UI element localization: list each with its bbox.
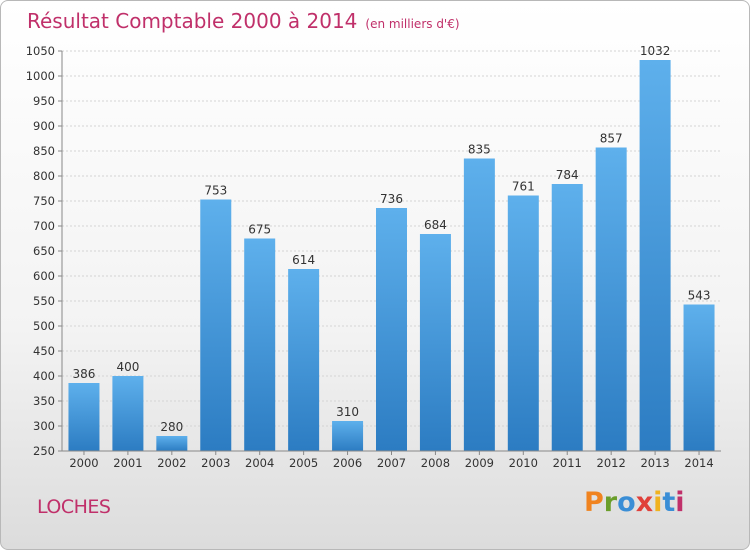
bar-2009	[463, 158, 495, 451]
x-tick-label: 2008	[421, 456, 450, 470]
bar-value-label: 835	[468, 143, 491, 157]
y-tick-label: 300	[33, 419, 55, 433]
x-tick-label: 2004	[245, 456, 274, 470]
x-tick-label: 2010	[509, 456, 538, 470]
x-tick-label: 2002	[157, 456, 186, 470]
y-tick-label: 250	[33, 444, 55, 458]
y-tick-label: 550	[33, 294, 55, 308]
bar-2008	[419, 234, 451, 451]
x-tick-label: 2001	[113, 456, 142, 470]
x-tick-label: 2011	[553, 456, 582, 470]
bar-value-label: 684	[424, 218, 447, 232]
bar-value-label: 614	[292, 253, 315, 267]
x-tick-label: 2014	[684, 456, 713, 470]
y-tick-label: 450	[33, 344, 55, 358]
y-tick-label: 850	[33, 144, 55, 158]
bars: 386 400 280 753 675 614 310 736 684 835 761 784 857 1…	[68, 44, 715, 451]
bar-2012	[595, 147, 627, 451]
bar-2007	[376, 208, 407, 451]
bar-2011	[551, 184, 583, 451]
city-name: LOCHES	[37, 496, 111, 518]
logo-letter: i	[675, 487, 685, 518]
bar-2010	[507, 195, 539, 451]
x-tick-label: 2012	[597, 456, 626, 470]
y-tick-label: 500	[33, 319, 55, 333]
x-tick-label: 2000	[69, 456, 98, 470]
logo-letter: x	[635, 487, 654, 518]
bar-value-label: 280	[160, 420, 183, 434]
y-tick-label: 350	[33, 394, 55, 408]
bar-value-label: 310	[336, 405, 359, 419]
y-tick-label: 650	[33, 244, 55, 258]
bar-value-label: 736	[380, 192, 403, 206]
bar-2001	[112, 376, 144, 451]
y-tick-label: 750	[33, 194, 55, 208]
x-tick-label: 2006	[333, 456, 362, 470]
logo-letter: i	[653, 487, 663, 518]
bar-2013	[639, 60, 671, 451]
chart-title: Résultat Comptable 2000 à 2014 (en millie…	[27, 9, 460, 33]
x-axis: 2000 2001 2002 2003 2004 2005 2006 2007 2008 2009…	[62, 450, 721, 470]
bar-value-label: 857	[600, 132, 623, 146]
x-tick-label: 2013	[640, 456, 669, 470]
logo-letter: r	[603, 487, 618, 518]
bar-2014	[683, 304, 715, 451]
x-tick-label: 2005	[289, 456, 318, 470]
y-tick-label: 1000	[26, 69, 55, 83]
y-tick-label: 600	[33, 269, 55, 283]
bar-value-label: 784	[556, 168, 579, 182]
y-tick-label: 400	[33, 369, 55, 383]
bar-value-label: 543	[688, 289, 711, 303]
y-tick-label: 800	[33, 169, 55, 183]
bar-2003	[200, 199, 232, 451]
y-tick-label: 900	[33, 119, 55, 133]
bar-value-label: 386	[73, 367, 96, 381]
bar-value-label: 753	[204, 184, 227, 198]
x-tick-label: 2009	[465, 456, 494, 470]
y-tick-label: 1050	[26, 44, 55, 58]
bar-value-label: 1032	[640, 44, 671, 58]
bar-value-label: 761	[512, 180, 535, 194]
x-tick-label: 2003	[201, 456, 230, 470]
bar-2002	[156, 436, 188, 451]
bar-value-label: 675	[248, 223, 271, 237]
bar-value-label: 400	[116, 360, 139, 374]
logo-letter: P	[584, 487, 604, 518]
logo-letter: t	[662, 487, 676, 518]
x-tick-label: 2007	[377, 456, 406, 470]
chart-title-text: Résultat Comptable 2000 à 2014	[27, 9, 358, 33]
proxiti-logo: Proxiti	[584, 487, 685, 518]
y-axis: 250 300 350 400 450 500 550 600 650 700 750 800 850 9…	[26, 44, 63, 458]
bar-2005	[288, 269, 320, 451]
bar-2004	[244, 238, 276, 451]
bar-2006	[332, 421, 364, 451]
chart-subtitle: (en milliers d'€)	[365, 17, 460, 31]
y-tick-label: 950	[33, 94, 55, 108]
bar-2000	[68, 383, 100, 451]
logo-letter: o	[617, 487, 636, 518]
y-tick-label: 700	[33, 219, 55, 233]
